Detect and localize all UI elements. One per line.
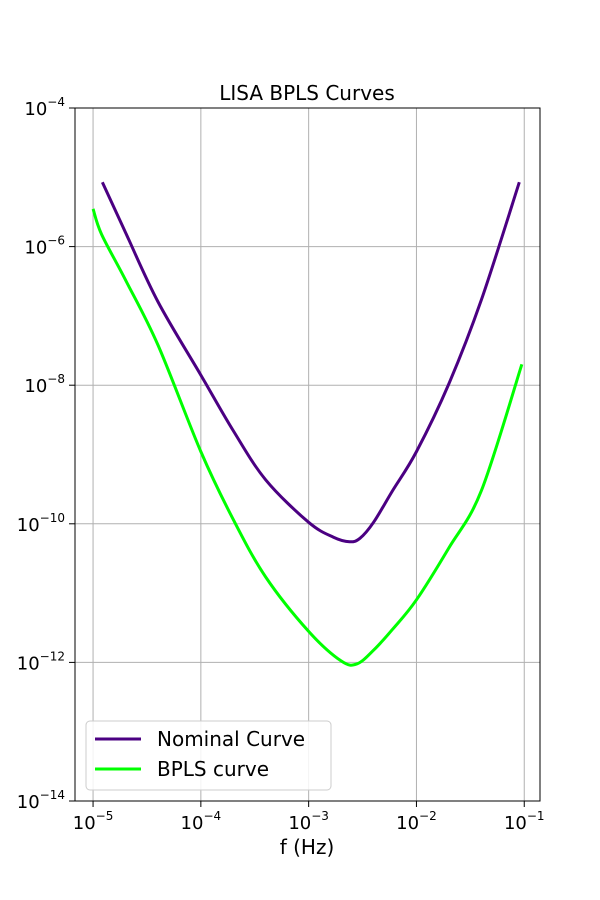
y-tick-label: 10−6: [24, 234, 65, 259]
x-tick-label: 10−1: [504, 809, 545, 834]
x-tick-label: 10−4: [181, 809, 222, 834]
x-tick-labels: 10−5 10−4 10−3 10−2 10−1: [73, 809, 545, 834]
y-tick-label: 10−10: [17, 511, 65, 536]
plot-frame: [74, 107, 541, 802]
series-line-bpls-curve: [91, 208, 524, 667]
x-tick-label: 10−5: [73, 809, 114, 834]
x-axis-label: f (Hz): [280, 835, 335, 859]
chart-title: LISA BPLS Curves: [219, 81, 395, 105]
legend-label-nominal-curve: Nominal Curve: [157, 727, 305, 751]
y-tick-label: 10−8: [24, 372, 65, 397]
x-tick-label: 10−3: [288, 809, 329, 834]
series-lines: [91, 181, 524, 667]
y-tick-labels: 10−14 10−12 10−10 10−8 10−6 10−4: [17, 95, 65, 813]
legend-box: [85, 720, 332, 791]
y-tick-label: 10−4: [24, 95, 65, 120]
legend: Nominal Curve BPLS curve: [85, 720, 332, 791]
y-tick-label: 10−12: [17, 649, 65, 674]
axis-ticks: [69, 107, 525, 807]
x-tick-label: 10−2: [396, 809, 437, 834]
legend-label-bpls-curve: BPLS curve: [157, 757, 269, 781]
grid-lines: [75, 108, 540, 801]
series-line-nominal-curve: [100, 181, 521, 544]
y-tick-label: 10−14: [17, 788, 65, 813]
